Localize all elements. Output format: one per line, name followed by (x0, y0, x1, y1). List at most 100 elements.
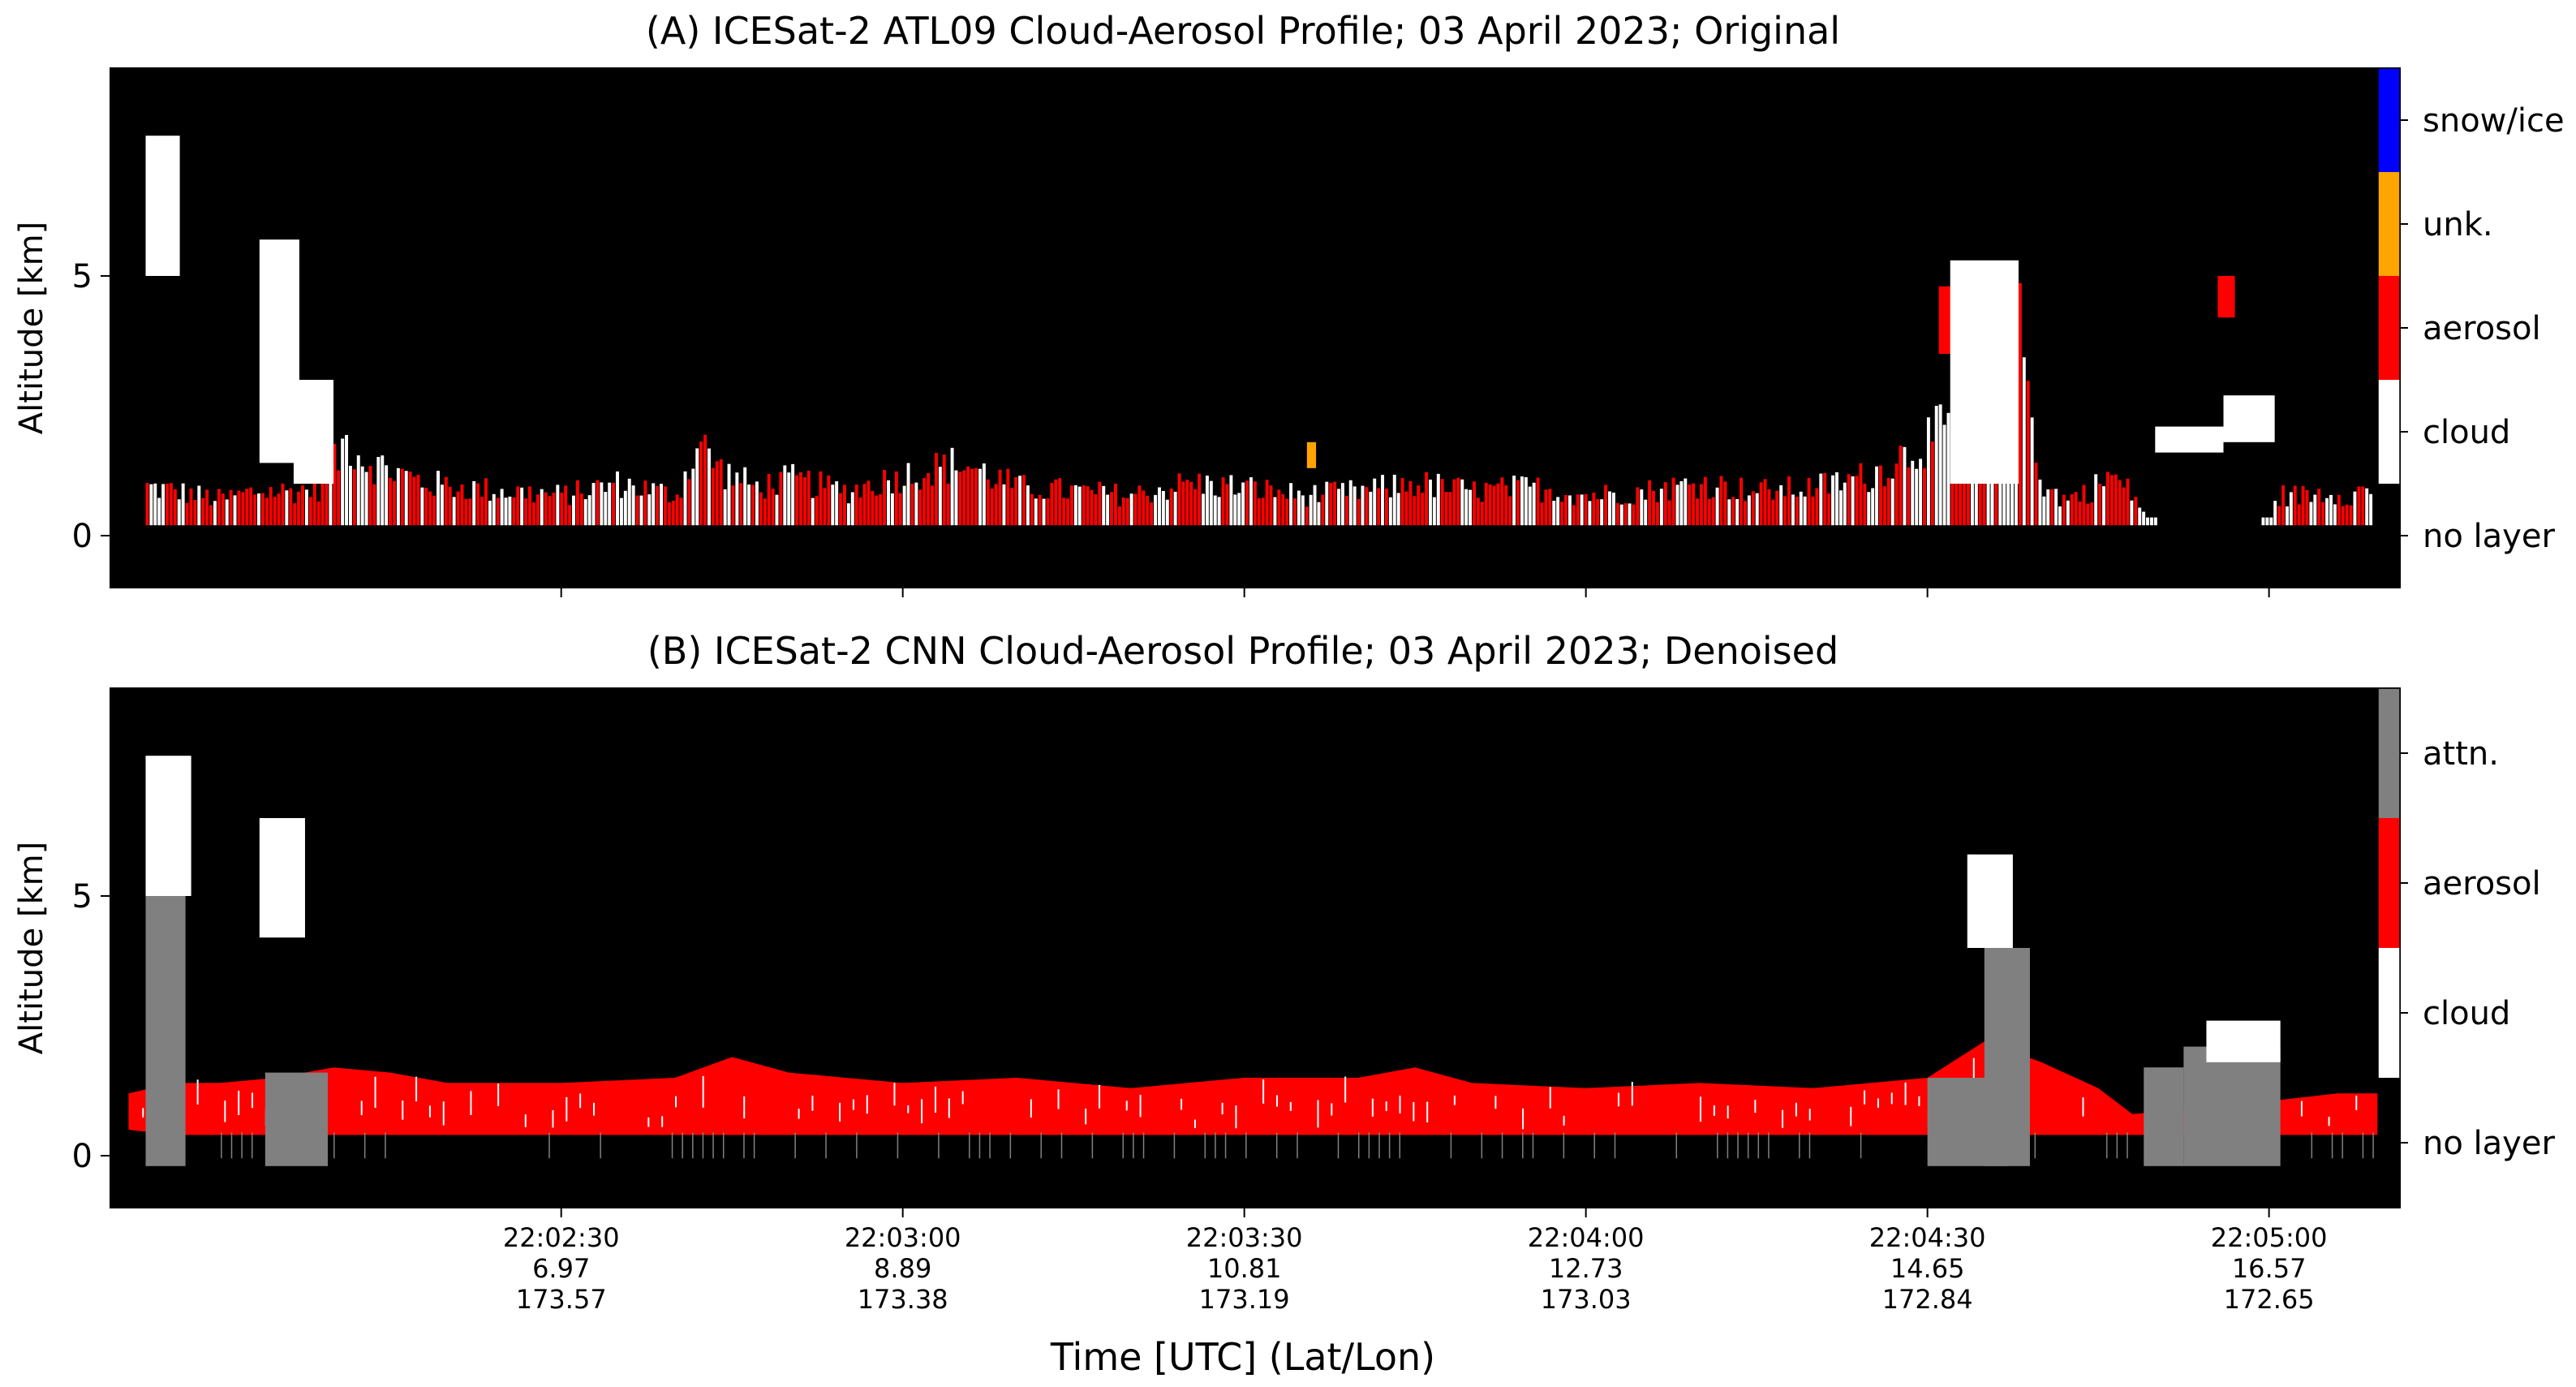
cloud-fleck (1099, 1084, 1101, 1109)
layer-stripe (245, 489, 249, 526)
surface-attn-tick (2331, 1132, 2333, 1159)
layer-stripe (883, 470, 887, 526)
layer-stripe (1524, 476, 1528, 526)
layer-stripe (1480, 502, 1484, 526)
layer-stripe (1094, 493, 1098, 526)
cloud-fleck (1030, 1099, 1032, 1118)
layer-stripe (2118, 480, 2122, 526)
layer-stripe (938, 467, 942, 526)
layer-stripe (1313, 485, 1317, 526)
layer-stripe (1699, 484, 1703, 526)
layer-stripe (269, 487, 273, 526)
surface-attn-tick (1357, 1132, 1360, 1159)
layer-stripe (277, 493, 281, 526)
layer-stripe (389, 477, 393, 526)
cloud-fleck (592, 1102, 595, 1116)
surface-attn-tick (1009, 1132, 1012, 1159)
colorbar-label: unk. (2423, 206, 2493, 243)
colorbar-label: attn. (2423, 735, 2499, 773)
layer-stripe (1357, 498, 1361, 526)
surface-attn-tick (2311, 1132, 2313, 1159)
layer-stripe (1679, 480, 1684, 526)
layer-stripe (787, 472, 791, 526)
cloud-fleck (1275, 1095, 1278, 1107)
layer-stripe (1731, 497, 1735, 526)
layer-stripe (1640, 489, 1644, 526)
layer-stripe (1632, 504, 1636, 526)
layer-stripe (1867, 492, 1871, 526)
layer-stripe (464, 498, 468, 526)
colorbar-label: cloud (2423, 414, 2510, 451)
layer-stripe (1556, 497, 1560, 526)
layer-stripe (1344, 496, 1348, 526)
cloud-fleck (1877, 1098, 1879, 1108)
layer-stripe (476, 483, 480, 526)
cloud-fleck (1850, 1106, 1852, 1126)
layer-stripe (1611, 493, 1615, 526)
layer-stripe (1221, 477, 1225, 526)
cloud-fleck (1904, 1082, 1907, 1105)
surface-attn-tick (692, 1132, 694, 1159)
cloud-feature (259, 818, 305, 938)
attenuated-feature (2144, 1067, 2184, 1166)
x-tick-label: 14.65 (1890, 1253, 1965, 1284)
layer-stripe (823, 488, 827, 526)
layer-stripe (2074, 492, 2078, 526)
layer-stripe (1560, 502, 1564, 526)
layer-stripe (508, 496, 512, 526)
surface-attn-tick (794, 1132, 796, 1159)
layer-stripe (1229, 475, 1233, 526)
panel-a-y-axis: 05 (72, 258, 110, 555)
surface-attn-tick (2362, 1132, 2364, 1159)
cloud-fleck (1139, 1094, 1142, 1118)
layer-stripe (679, 498, 683, 526)
layer-stripe (1026, 485, 1030, 526)
layer-stripe (400, 468, 404, 526)
layer-stripe (460, 484, 464, 526)
layer-stripe (1652, 490, 1655, 526)
layer-stripe (1580, 494, 1584, 526)
layer-stripe (1257, 498, 1261, 526)
colorbar-segment (2378, 380, 2400, 484)
layer-stripe (802, 476, 806, 526)
layer-stripe (1655, 502, 1659, 526)
aerosol-band (128, 1041, 2383, 1135)
layer-stripe (2317, 489, 2321, 526)
layer-stripe (1436, 473, 1440, 526)
layer-stripe (1098, 481, 1102, 526)
layer-stripe (1488, 484, 1492, 526)
layer-stripe (1744, 501, 1747, 526)
cloud-fleck (1972, 1057, 1975, 1092)
layer-stripe (1069, 485, 1073, 526)
layer-stripe (166, 484, 169, 526)
layer-stripe (1006, 468, 1010, 526)
surface-attn-tick (1297, 1132, 1298, 1159)
layer-stripe (385, 465, 389, 526)
layer-stripe (157, 498, 161, 526)
cloud-fleck (961, 1091, 964, 1105)
layer-stripe (978, 468, 982, 526)
layer-stripe (699, 441, 703, 526)
colorbar-label: snow/ice (2423, 102, 2565, 140)
layer-stripe (1663, 482, 1667, 526)
surface-attn-tick (682, 1132, 683, 1159)
layer-stripe (1827, 493, 1831, 526)
layer-stripe (1014, 476, 1018, 526)
layer-stripe (1129, 493, 1133, 526)
layer-stripe (1146, 495, 1150, 526)
layer-stripe (424, 487, 428, 526)
layer-stripe (1795, 496, 1799, 526)
layer-stripe (1855, 476, 1859, 526)
layer-stripe (2345, 504, 2349, 526)
x-tick-label: 22:03:30 (1186, 1222, 1303, 1253)
panel-a-colorbar: no layer cloud aerosol unk. snow/ice (2377, 67, 2565, 588)
layer-stripe (894, 471, 898, 526)
layer-stripe (1719, 476, 1723, 526)
layer-stripe (1333, 481, 1337, 526)
layer-stripe (1022, 475, 1026, 526)
surface-attn-tick (1501, 1132, 1503, 1159)
layer-stripe (875, 495, 879, 526)
layer-stripe (1504, 485, 1508, 526)
layer-stripe (1740, 477, 1744, 526)
cloud-fleck (1262, 1079, 1265, 1104)
